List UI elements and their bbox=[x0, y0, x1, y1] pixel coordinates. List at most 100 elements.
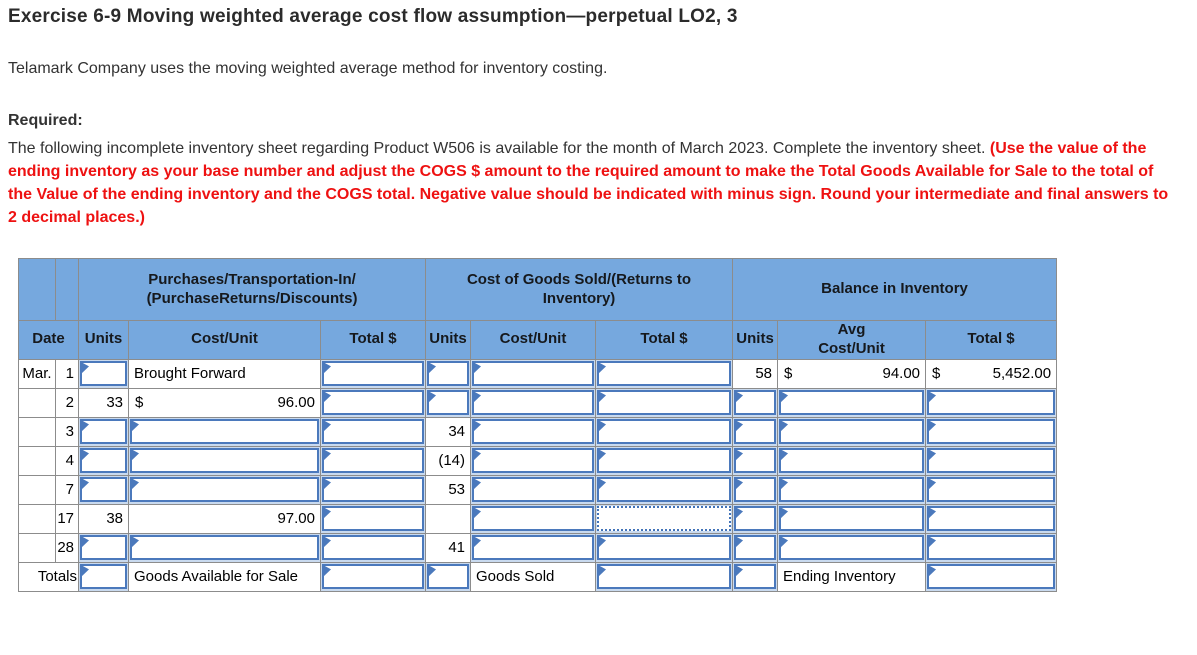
input-marker-icon bbox=[81, 478, 89, 490]
table-row-4: 4 (14) bbox=[18, 445, 1058, 476]
balance-avg-cost-per-unit-input[interactable] bbox=[779, 535, 925, 560]
cogs-units-value: (14) bbox=[425, 445, 472, 476]
purchases-cost-per-unit-input[interactable] bbox=[130, 477, 319, 502]
balance-units-cell bbox=[732, 561, 779, 592]
balance-avg-cost-per-unit-input[interactable] bbox=[779, 390, 925, 415]
purchases-cost-per-unit-input[interactable] bbox=[130, 448, 319, 473]
input-marker-icon bbox=[131, 420, 139, 432]
cogs-total-input[interactable] bbox=[597, 390, 732, 415]
cogs-units-input[interactable] bbox=[427, 564, 470, 589]
cogs-total-input-selected[interactable] bbox=[597, 506, 732, 531]
cogs-total-cell bbox=[595, 474, 734, 505]
table-row-2: 2 33 $96.00 bbox=[18, 387, 1058, 418]
balance-avg-cost-per-unit-value: 94.00 bbox=[882, 365, 921, 382]
balance-total-input[interactable] bbox=[927, 477, 1056, 502]
balance-total-cell bbox=[925, 474, 1058, 505]
balance-total-input[interactable] bbox=[927, 390, 1056, 415]
cogs-units-input[interactable] bbox=[427, 390, 470, 415]
input-marker-icon bbox=[598, 449, 607, 461]
input-marker-icon bbox=[598, 391, 607, 403]
balance-avg-cost-per-unit-input[interactable] bbox=[779, 448, 925, 473]
balance-units-input[interactable] bbox=[734, 448, 777, 473]
cogs-cost-per-unit-input[interactable] bbox=[472, 390, 595, 415]
cogs-cost-per-unit-input[interactable] bbox=[472, 448, 595, 473]
cogs-total-cell bbox=[595, 532, 734, 563]
cogs-cost-per-unit-input[interactable] bbox=[472, 477, 595, 502]
cogs-cost-per-unit-input[interactable] bbox=[472, 419, 595, 444]
table-row-28: 28 41 bbox=[18, 532, 1058, 563]
input-marker-icon bbox=[598, 478, 607, 490]
purchases-total-input[interactable] bbox=[322, 506, 425, 531]
purchases-total-input[interactable] bbox=[322, 361, 425, 386]
purchases-total-cell bbox=[319, 387, 427, 418]
purchases-units-input[interactable] bbox=[80, 361, 127, 386]
balance-total-input[interactable] bbox=[927, 535, 1056, 560]
purchases-total-cell bbox=[319, 445, 427, 476]
required-text: The following incomplete inventory sheet… bbox=[8, 140, 990, 157]
cogs-cost-per-unit-cell bbox=[470, 387, 597, 418]
input-marker-icon bbox=[473, 391, 482, 403]
purchases-cost-per-unit-cell bbox=[128, 416, 321, 447]
purchases-units-input[interactable] bbox=[80, 448, 127, 473]
balance-units-input[interactable] bbox=[734, 390, 777, 415]
purchases-total-input[interactable] bbox=[322, 419, 425, 444]
input-marker-icon bbox=[735, 391, 744, 403]
cogs-total-cell bbox=[595, 416, 734, 447]
cogs-total-input[interactable] bbox=[597, 535, 732, 560]
balance-avg-cost-per-unit-input[interactable] bbox=[779, 419, 925, 444]
cogs-total-input[interactable] bbox=[597, 564, 732, 589]
cogs-total-input[interactable] bbox=[597, 419, 732, 444]
cogs-cost-per-unit-header: Cost/Unit bbox=[470, 320, 597, 360]
cogs-total-input[interactable] bbox=[597, 361, 732, 386]
purchases-units-input[interactable] bbox=[80, 419, 127, 444]
cogs-units-header: Units bbox=[425, 320, 472, 360]
purchases-total-input[interactable] bbox=[322, 390, 425, 415]
cogs-units-value: 34 bbox=[425, 416, 472, 447]
purchases-units-input[interactable] bbox=[80, 477, 127, 502]
balance-avg-cost-per-unit-input[interactable] bbox=[779, 506, 925, 531]
balance-units-input[interactable] bbox=[734, 419, 777, 444]
input-marker-icon bbox=[131, 449, 139, 461]
blank-header-month bbox=[18, 258, 56, 321]
purchases-units-cell bbox=[78, 474, 129, 505]
balance-avg-cost-per-unit-cell bbox=[777, 503, 927, 534]
balance-units-input[interactable] bbox=[734, 564, 777, 589]
balance-total-input[interactable] bbox=[927, 419, 1056, 444]
purchases-total-input[interactable] bbox=[322, 535, 425, 560]
cogs-total-input[interactable] bbox=[597, 448, 732, 473]
cogs-units-value: 53 bbox=[425, 474, 472, 505]
balance-units-cell bbox=[732, 474, 779, 505]
purchases-units-input[interactable] bbox=[80, 564, 127, 589]
cogs-units-input[interactable] bbox=[427, 361, 470, 386]
input-marker-icon bbox=[473, 420, 482, 432]
balance-total-cell bbox=[925, 532, 1058, 563]
purchases-cost-per-unit-input[interactable] bbox=[130, 535, 319, 560]
cogs-cost-per-unit-input[interactable] bbox=[472, 535, 595, 560]
cogs-units-cell bbox=[425, 503, 472, 534]
cogs-cost-per-unit-input[interactable] bbox=[472, 361, 595, 386]
balance-units-input[interactable] bbox=[734, 506, 777, 531]
input-marker-icon bbox=[735, 507, 744, 519]
purchases-total-input[interactable] bbox=[322, 477, 425, 502]
balance-avg-cost-per-unit-input[interactable] bbox=[779, 477, 925, 502]
input-marker-icon bbox=[428, 391, 437, 403]
cogs-total-input[interactable] bbox=[597, 477, 732, 502]
balance-total-input[interactable] bbox=[927, 564, 1056, 589]
purchases-total-input[interactable] bbox=[322, 564, 425, 589]
balance-total-input[interactable] bbox=[927, 448, 1056, 473]
input-marker-icon bbox=[928, 420, 937, 432]
purchases-cost-per-unit-input[interactable] bbox=[130, 419, 319, 444]
input-marker-icon bbox=[928, 478, 937, 490]
balance-units-input[interactable] bbox=[734, 535, 777, 560]
input-marker-icon bbox=[473, 478, 482, 490]
purchases-units-cell bbox=[78, 416, 129, 447]
purchases-units-input[interactable] bbox=[80, 535, 127, 560]
inventory-sheet: Purchases/Transportation-In/ (PurchaseRe… bbox=[18, 258, 1058, 592]
balance-avg-cost-per-unit-cell bbox=[777, 445, 927, 476]
cogs-cost-per-unit-input[interactable] bbox=[472, 506, 595, 531]
cogs-cost-per-unit-cell bbox=[470, 532, 597, 563]
purchases-total-input[interactable] bbox=[322, 448, 425, 473]
balance-units-input[interactable] bbox=[734, 477, 777, 502]
balance-total-input[interactable] bbox=[927, 506, 1056, 531]
table-row-17: 17 38 97.00 bbox=[18, 503, 1058, 534]
